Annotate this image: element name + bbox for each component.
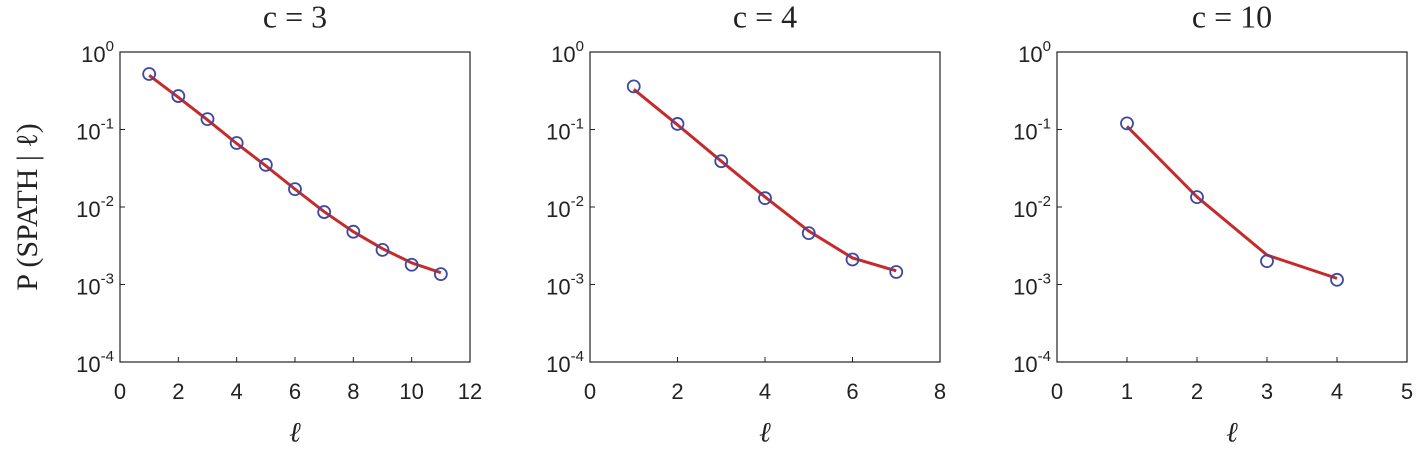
marker (375, 242, 390, 257)
x-tick-label: 0 (1051, 379, 1063, 404)
x-tick-label: 10 (399, 379, 423, 404)
x-tick-label: 6 (289, 379, 301, 404)
axes-box (1056, 51, 1408, 363)
x-tick-label: 6 (846, 379, 858, 404)
x-axis-label: ℓ (289, 417, 301, 448)
x-tick-label: 2 (1191, 379, 1203, 404)
marker (1120, 116, 1134, 131)
line (632, 88, 897, 273)
x-tick-label: 1 (1121, 379, 1133, 404)
marker (200, 112, 215, 127)
y-tick-label: 10-4 (76, 348, 114, 377)
y-tick-label: 10-3 (76, 270, 114, 299)
y-tick-label: 10-1 (546, 115, 584, 144)
x-tick-label: 4 (1331, 379, 1343, 404)
line (1125, 125, 1338, 280)
x-tick-label: 3 (1261, 379, 1273, 404)
marker (171, 89, 186, 103)
marker (346, 224, 361, 239)
x-axis-label: ℓ (1226, 417, 1238, 448)
y-tick-label: 100 (81, 38, 114, 67)
marker (142, 67, 157, 81)
marker (714, 154, 729, 169)
marker (433, 267, 448, 282)
x-tick-label: 2 (172, 379, 184, 404)
x-tick-label: 0 (114, 379, 126, 404)
marker (317, 205, 332, 219)
marker (1260, 254, 1274, 269)
marker (1330, 272, 1344, 287)
y-tick-label: 10-4 (546, 348, 584, 377)
y-tick-label: 10-4 (1013, 348, 1051, 377)
y-tick-label: 100 (551, 38, 584, 67)
x-axis-label: ℓ (759, 417, 771, 448)
marker (626, 79, 641, 94)
y-tick-label: 10-3 (1013, 270, 1051, 299)
marker (404, 257, 419, 272)
y-tick-label: 100 (1018, 38, 1051, 67)
marker (801, 226, 816, 241)
marker (1190, 190, 1204, 205)
x-tick-label: 12 (458, 379, 482, 404)
marker (288, 182, 302, 197)
chart-title: c = 4 (733, 0, 797, 34)
y-axis-label: P (SPATH | ℓ) (11, 123, 44, 290)
line (148, 74, 442, 275)
x-tick-label: 4 (231, 379, 243, 404)
marker (229, 136, 244, 150)
x-tick-label: 8 (347, 379, 359, 404)
x-tick-label: 5 (1401, 379, 1413, 404)
axes-box (589, 51, 941, 363)
marker (670, 117, 685, 131)
y-tick-label: 10-3 (546, 270, 584, 299)
x-tick-label: 0 (584, 379, 596, 404)
marker (758, 191, 772, 206)
y-tick-label: 10-1 (76, 115, 114, 144)
x-tick-label: 8 (934, 379, 946, 404)
y-tick-label: 10-2 (1013, 193, 1051, 222)
x-tick-label: 4 (759, 379, 771, 404)
y-tick-label: 10-2 (546, 193, 584, 222)
y-tick-label: 10-2 (76, 193, 114, 222)
marker (889, 265, 904, 279)
marker (845, 252, 860, 267)
y-tick-label: 10-1 (1013, 115, 1051, 144)
chart-title: c = 10 (1192, 0, 1272, 34)
marker (258, 157, 273, 172)
x-tick-label: 2 (671, 379, 683, 404)
chart-title: c = 3 (263, 0, 327, 34)
